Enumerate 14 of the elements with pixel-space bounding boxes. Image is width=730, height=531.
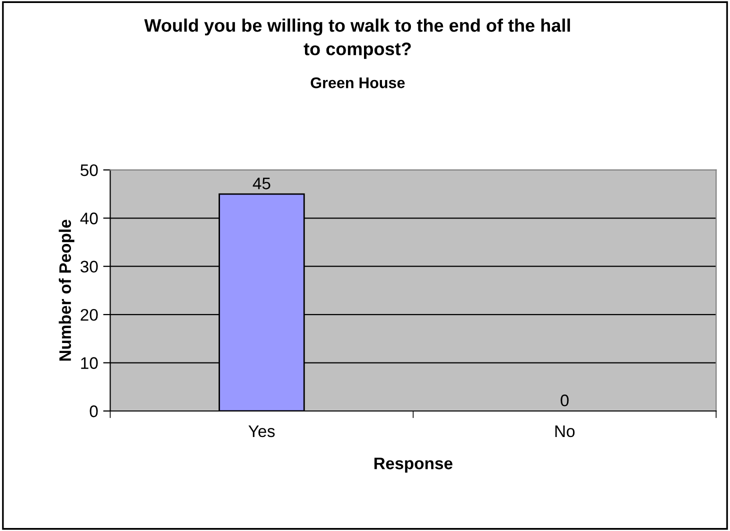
y-tick-label: 30 <box>80 260 98 273</box>
y-tick-label: 10 <box>81 357 98 369</box>
data-label: 45 <box>252 178 270 190</box>
y-tick-label: 0 <box>90 405 98 418</box>
y-axis-title: Number of People <box>58 220 74 361</box>
x-axis-title: Response <box>374 458 452 473</box>
x-tick-label: No <box>555 425 575 438</box>
y-tick-label: 50 <box>80 164 98 176</box>
x-tick-label: Yes <box>248 425 275 438</box>
chart-subtitle: Green House <box>310 77 405 88</box>
y-tick-label: 40 <box>80 212 98 224</box>
y-tick-label: 20 <box>80 308 98 321</box>
data-label: 0 <box>560 394 569 406</box>
chart-title: Would you be willing to walk to the end of the hall to compost? <box>144 18 570 59</box>
